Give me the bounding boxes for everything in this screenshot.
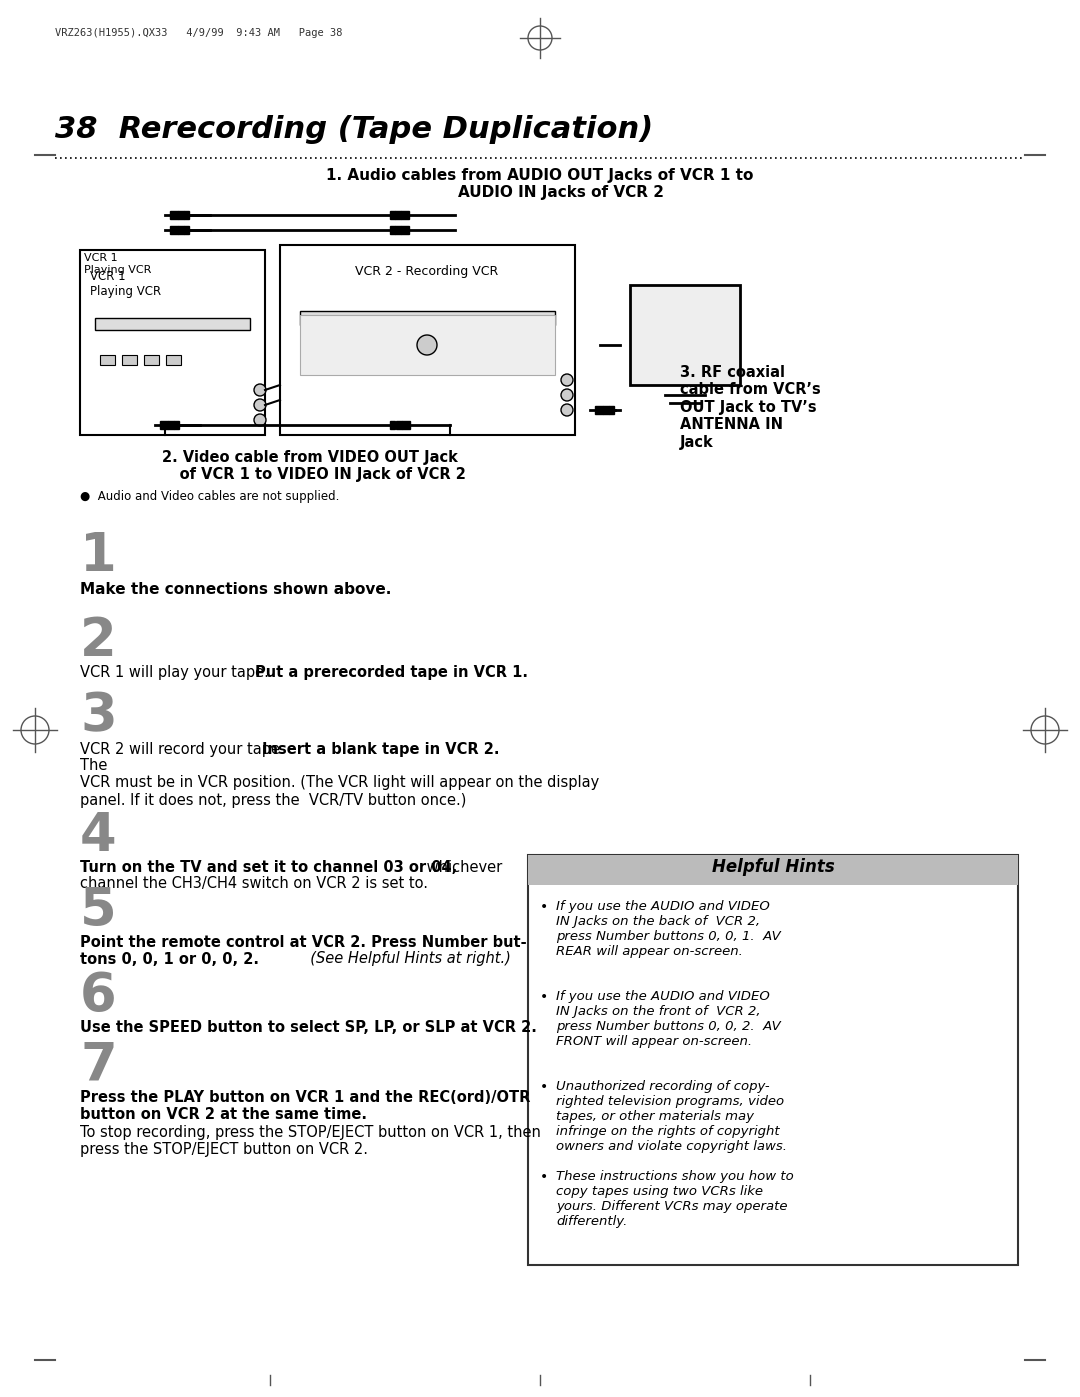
Text: Put a prerecorded tape in VCR 1.: Put a prerecorded tape in VCR 1. [255,665,528,680]
Bar [168,420,174,429]
Bar [396,420,402,429]
Text: channel the CH3/CH4 switch on VCR 2 is set to.: channel the CH3/CH4 switch on VCR 2 is s… [80,876,428,891]
Text: ●  Audio and Video cables are not supplied.: ● Audio and Video cables are not supplie… [80,490,339,503]
Text: If you use the AUDIO and VIDEO
IN Jacks on the front of  VCR 2,
press Number but: If you use the AUDIO and VIDEO IN Jacks … [556,990,781,1048]
Text: Make the connections shown above.: Make the connections shown above. [80,583,391,597]
Bar [170,211,178,219]
Bar [609,407,615,414]
Circle shape [561,404,573,416]
Text: VCR 2 - Recording VCR: VCR 2 - Recording VCR [355,265,499,278]
Circle shape [254,384,266,395]
Text: 3. RF coaxial
cable from VCR’s
OUT Jack to TV’s
ANTENNA IN
Jack: 3. RF coaxial cable from VCR’s OUT Jack … [680,365,821,450]
Circle shape [561,374,573,386]
Text: 2. Video cable from VIDEO OUT Jack
     of VCR 1 to VIDEO IN Jack of VCR 2: 2. Video cable from VIDEO OUT Jack of VC… [154,450,465,482]
Bar [402,420,410,429]
Text: 2: 2 [80,615,117,666]
Circle shape [254,400,266,411]
Bar [390,420,395,429]
Text: To stop recording, press the STOP/EJECT button on VCR 1, then
press the STOP/EJE: To stop recording, press the STOP/EJECT … [80,1125,541,1157]
Text: VCR 1
Playing VCR: VCR 1 Playing VCR [84,253,151,275]
Bar [170,226,178,235]
Text: If you use the AUDIO and VIDEO
IN Jacks on the back of  VCR 2,
press Number butt: If you use the AUDIO and VIDEO IN Jacks … [556,900,781,958]
Text: (See Helpful Hints at right.): (See Helpful Hints at right.) [301,951,511,965]
Bar [280,244,575,434]
Bar [178,226,184,235]
Text: 7: 7 [80,1039,117,1092]
Bar [401,211,409,219]
Text: 1: 1 [80,529,117,583]
Bar [595,407,603,414]
Text: •: • [540,1080,549,1094]
Text: 5: 5 [80,886,117,937]
Text: These instructions show you how to
copy tapes using two VCRs like
yours. Differe: These instructions show you how to copy … [556,1171,794,1228]
Bar [528,855,1018,886]
Text: •: • [540,990,549,1004]
Bar [160,420,168,429]
Text: whichever: whichever [422,861,502,875]
Circle shape [417,335,437,355]
Text: 6: 6 [80,970,117,1023]
Text: VCR 1
Playing VCR: VCR 1 Playing VCR [90,270,161,298]
Circle shape [254,414,266,426]
Bar [174,420,179,429]
Bar [166,355,181,365]
Text: •: • [540,900,549,914]
Bar [184,226,189,235]
Bar [390,211,395,219]
Text: Helpful Hints: Helpful Hints [712,858,835,876]
Bar [300,312,555,326]
Text: •: • [540,1171,549,1185]
Text: Press the PLAY button on VCR 1 and the REC(ord)/OTR
button on VCR 2 at the same : Press the PLAY button on VCR 1 and the R… [80,1090,530,1122]
Text: VCR 2 will record your tape.: VCR 2 will record your tape. [80,742,289,757]
Bar [390,226,395,235]
Bar [630,285,740,386]
Bar [80,250,265,434]
Bar [95,319,249,330]
Circle shape [561,388,573,401]
Bar [184,211,189,219]
Text: Turn on the TV and set it to channel 03 or 04,: Turn on the TV and set it to channel 03 … [80,861,457,875]
Text: VCR 1 will play your tape.: VCR 1 will play your tape. [80,665,273,680]
Bar [122,355,137,365]
Bar [178,211,184,219]
Text: Unauthorized recording of copy-
righted television programs, video
tapes, or oth: Unauthorized recording of copy- righted … [556,1080,787,1153]
Text: 38  Rerecording (Tape Duplication): 38 Rerecording (Tape Duplication) [55,115,653,144]
Text: Insert a blank tape in VCR 2.: Insert a blank tape in VCR 2. [262,742,499,757]
Bar [300,314,555,374]
Bar [395,226,401,235]
Text: 4: 4 [80,810,117,862]
Text: Use the SPEED button to select SP, LP, or SLP at VCR 2.: Use the SPEED button to select SP, LP, o… [80,1020,537,1035]
Text: Point the remote control at VCR 2. Press Number but-
tons 0, 0, 1 or 0, 0, 2.: Point the remote control at VCR 2. Press… [80,935,527,967]
Bar [395,211,401,219]
Text: 3: 3 [80,690,117,742]
Text: 1. Audio cables from AUDIO OUT Jacks of VCR 1 to
        AUDIO IN Jacks of VCR 2: 1. Audio cables from AUDIO OUT Jacks of … [326,168,754,200]
Bar [528,855,1018,1266]
Bar [144,355,159,365]
Bar [100,355,114,365]
Bar [401,226,409,235]
Bar [603,407,609,414]
Text: The
VCR must be in VCR position. (The VCR light will appear on the display
panel: The VCR must be in VCR position. (The VC… [80,759,599,807]
Text: VRZ263(H1955).QX33   4/9/99  9:43 AM   Page 38: VRZ263(H1955).QX33 4/9/99 9:43 AM Page 3… [55,28,342,38]
